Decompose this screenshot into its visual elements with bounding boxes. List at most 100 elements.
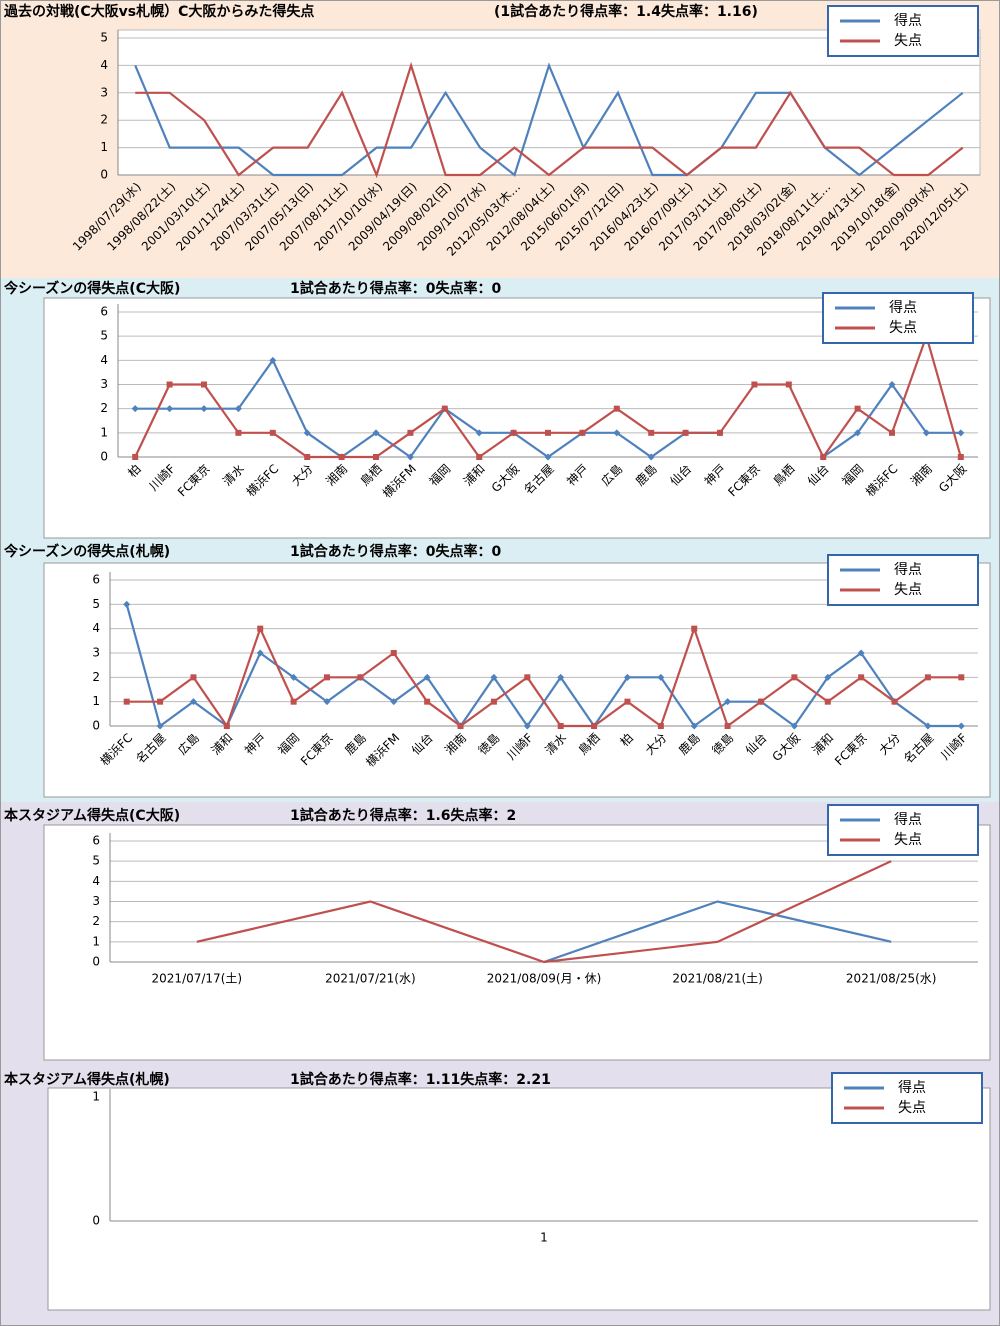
series-line xyxy=(196,860,892,964)
legend-label: 得点 xyxy=(894,561,922,578)
marker xyxy=(269,429,276,436)
marker xyxy=(523,722,531,730)
marker xyxy=(544,453,552,461)
chart-subtitle: 1試合あたり得点率：0失点率：0 xyxy=(290,280,501,297)
marker xyxy=(557,723,564,729)
y-tick-label: 2 xyxy=(92,670,100,684)
marker xyxy=(524,674,531,681)
marker xyxy=(613,405,620,412)
marker xyxy=(235,429,242,436)
marker xyxy=(201,381,207,388)
marker xyxy=(390,698,398,706)
marker xyxy=(758,698,764,705)
marker xyxy=(924,722,932,730)
legend-box xyxy=(822,292,974,344)
y-tick-label: 3 xyxy=(100,85,108,99)
marker xyxy=(858,674,865,681)
series-line xyxy=(126,625,962,729)
marker xyxy=(200,405,208,413)
marker xyxy=(791,674,798,681)
marker xyxy=(854,429,862,437)
marker xyxy=(623,673,631,681)
marker xyxy=(657,723,664,729)
y-tick-label: 3 xyxy=(100,377,108,391)
y-tick-label: 6 xyxy=(92,834,100,848)
chart-area xyxy=(43,824,991,1061)
y-tick-label: 0 xyxy=(100,168,108,182)
y-tick-label: 1 xyxy=(92,934,100,948)
x-tick-label: 2021/08/25(水) xyxy=(846,972,937,986)
legend-label: 得点 xyxy=(894,12,922,29)
marker xyxy=(490,698,497,705)
chart-subtitle: 1試合あたり得点率：0失点率：0 xyxy=(290,543,501,560)
chart-subtitle: 1試合あたり得点率：1.11失点率：2.21 xyxy=(290,1071,551,1088)
marker xyxy=(790,722,798,730)
y-tick-label: 4 xyxy=(92,874,100,888)
y-tick-label: 3 xyxy=(92,894,100,908)
marker xyxy=(924,674,931,681)
marker xyxy=(724,698,732,706)
marker xyxy=(785,381,792,388)
y-tick-label: 1 xyxy=(100,140,108,154)
chart-title: 本スタジアム得失点(C大阪) xyxy=(4,807,180,824)
marker xyxy=(406,453,414,461)
marker xyxy=(579,429,586,436)
y-tick-label: 6 xyxy=(92,573,100,587)
y-tick-label: 5 xyxy=(92,597,100,611)
y-tick-label: 5 xyxy=(100,31,108,45)
y-tick-label: 1 xyxy=(100,425,108,439)
marker xyxy=(390,650,397,656)
y-tick-label: 5 xyxy=(100,329,108,343)
series-line xyxy=(543,900,892,964)
marker xyxy=(476,454,483,460)
marker xyxy=(257,625,264,632)
legend-label: 得点 xyxy=(894,811,922,828)
marker xyxy=(290,673,298,681)
marker xyxy=(889,429,895,436)
marker xyxy=(824,698,831,705)
y-tick-label: 2 xyxy=(100,401,108,415)
marker xyxy=(957,454,964,460)
marker xyxy=(123,698,130,705)
marker xyxy=(256,649,264,657)
marker xyxy=(457,723,464,729)
marker xyxy=(423,673,431,681)
marker xyxy=(958,674,965,681)
marker xyxy=(820,454,827,460)
legend-label: 失点 xyxy=(894,582,922,598)
marker xyxy=(957,722,965,730)
marker xyxy=(190,674,197,681)
y-tick-label: 0 xyxy=(92,719,100,733)
chart-subtitle: (1試合あたり得点率：1.4失点率：1.16) xyxy=(494,3,758,20)
legend-label: 失点 xyxy=(889,320,917,336)
y-tick-label: 5 xyxy=(92,854,100,868)
marker xyxy=(691,625,698,632)
marker xyxy=(157,698,164,705)
marker xyxy=(613,429,621,437)
marker xyxy=(131,405,139,413)
series-line xyxy=(135,358,720,459)
legend-label: 得点 xyxy=(898,1079,926,1096)
y-tick-label: 6 xyxy=(100,305,108,319)
y-tick-label: 4 xyxy=(100,353,108,367)
y-tick-label: 1 xyxy=(92,1090,100,1104)
marker xyxy=(357,674,364,681)
legend-label: 失点 xyxy=(898,1100,926,1116)
marker xyxy=(407,429,414,436)
marker xyxy=(424,698,431,705)
x-tick-label: 2021/08/21(土) xyxy=(672,972,763,986)
chart-area xyxy=(47,1087,991,1311)
series-line xyxy=(135,61,964,179)
marker xyxy=(166,405,174,413)
marker xyxy=(441,405,448,412)
chart-title: 本スタジアム得失点(札幌) xyxy=(4,1071,170,1088)
marker xyxy=(123,600,131,608)
marker xyxy=(854,405,861,412)
legend-box xyxy=(827,554,979,606)
y-tick-label: 0 xyxy=(100,450,108,464)
x-tick-label: 1 xyxy=(540,1231,548,1245)
marker xyxy=(166,381,173,388)
marker xyxy=(323,698,331,706)
chart-title: 今シーズンの得失点(C大阪) xyxy=(3,280,180,297)
marker xyxy=(304,454,311,460)
